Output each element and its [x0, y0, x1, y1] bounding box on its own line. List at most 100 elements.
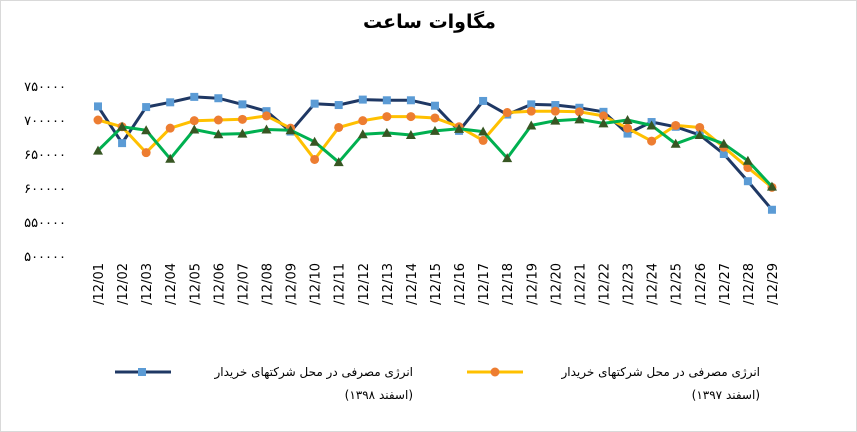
data-point — [478, 126, 489, 136]
data-point — [429, 125, 440, 135]
data-point — [334, 122, 344, 132]
data-point — [357, 129, 368, 139]
data-point — [550, 106, 560, 116]
x-tick-label: /12/07 — [236, 263, 251, 305]
data-point — [574, 114, 585, 124]
y-tick-label: ۶۰۰۰۰۰ — [24, 182, 66, 197]
data-point — [742, 155, 753, 165]
data-point — [551, 101, 560, 110]
data-point — [430, 101, 439, 110]
data-point — [381, 127, 392, 137]
data-point — [237, 114, 247, 124]
x-tick-label: /12/22 — [597, 263, 612, 305]
data-point — [767, 205, 776, 214]
x-tick-label: /12/21 — [573, 263, 588, 305]
x-tick-label: /12/27 — [718, 263, 733, 305]
data-point — [93, 145, 103, 155]
x-tick-label: /12/18 — [501, 263, 516, 305]
x-tick-label: /12/19 — [525, 263, 540, 305]
legend-swatch-1397 — [467, 367, 523, 377]
data-point — [550, 115, 561, 125]
x-tick-label: /12/05 — [188, 263, 203, 305]
x-tick-label: /12/06 — [212, 263, 227, 305]
legend-period-1397: (اسفند ۱۳۹۷) — [691, 388, 760, 402]
data-point — [93, 115, 103, 125]
x-tick-label: /12/16 — [453, 263, 468, 305]
x-tick-label: /12/08 — [260, 263, 275, 305]
data-point — [646, 120, 657, 130]
y-tick-label: ۵۰۰۰۰۰ — [24, 250, 66, 265]
data-point — [527, 100, 536, 109]
data-point — [502, 153, 513, 163]
data-point — [213, 115, 223, 125]
data-point — [189, 124, 200, 134]
data-point — [213, 129, 224, 139]
data-point — [694, 129, 705, 139]
x-tick-label: /12/24 — [646, 263, 661, 305]
data-point — [502, 108, 512, 118]
data-point — [333, 157, 344, 167]
data-point — [406, 112, 416, 122]
data-point — [526, 120, 537, 130]
data-point — [166, 98, 175, 107]
data-point — [141, 125, 152, 135]
data-point — [310, 154, 320, 164]
x-tick-label: /12/25 — [670, 263, 685, 305]
data-point — [94, 102, 102, 111]
data-point — [598, 111, 608, 121]
data-point — [670, 138, 681, 148]
data-point — [574, 107, 584, 117]
data-point — [238, 100, 247, 109]
data-point — [718, 138, 729, 148]
data-point — [671, 120, 681, 130]
x-tick-label: /12/12 — [357, 263, 372, 305]
y-tick-label: ۷۵۰۰۰۰ — [24, 80, 66, 95]
x-tick-label: /12/03 — [140, 263, 155, 305]
legend-item-1398: انرژی مصرفی در محل شرکتهای خریدار (اسفند… — [113, 365, 413, 402]
x-tick-label: /12/13 — [381, 263, 396, 305]
data-point — [719, 150, 728, 158]
x-tick-label: /12/29 — [766, 263, 781, 305]
x-tick-label: /12/14 — [405, 263, 420, 305]
chart-title: مگاوات ساعت — [363, 11, 496, 33]
data-point — [214, 94, 223, 103]
data-point — [478, 135, 488, 145]
data-point — [165, 123, 175, 133]
x-tick-label: /12/23 — [622, 263, 637, 305]
legend-item-1397: انرژی مصرفی در محل شرکتهای خریدار (اسفند… — [465, 365, 760, 402]
data-point — [526, 106, 536, 116]
legend-label-1398: انرژی مصرفی در محل شرکتهای خریدار — [214, 365, 413, 379]
data-point — [165, 153, 176, 163]
x-tick-label: /12/04 — [164, 263, 179, 305]
data-point — [309, 136, 320, 146]
y-tick-label: ۵۵۰۰۰۰ — [24, 216, 66, 231]
data-point — [406, 96, 415, 105]
data-point — [358, 116, 368, 126]
legend-swatch-1398 — [115, 368, 171, 376]
data-point — [261, 111, 271, 121]
x-tick-label: /12/26 — [694, 263, 709, 305]
data-point — [262, 107, 271, 116]
data-point — [358, 95, 367, 104]
data-point — [454, 123, 465, 133]
data-point — [479, 96, 488, 105]
data-point — [285, 125, 296, 135]
data-point — [743, 177, 752, 186]
data-point — [117, 121, 128, 131]
data-point — [623, 129, 632, 138]
x-tick-label: /12/17 — [477, 263, 492, 305]
y-tick-label: ۶۵۰۰۰۰ — [24, 148, 66, 163]
data-point — [118, 139, 127, 148]
x-tick-label: /12/11 — [333, 263, 348, 305]
legend-period-1398: (اسفند ۱۳۹۸) — [344, 388, 413, 402]
data-point — [189, 116, 199, 126]
x-tick-label: /12/28 — [742, 263, 757, 305]
data-point — [430, 113, 440, 123]
data-point — [141, 148, 151, 158]
data-point — [647, 136, 657, 146]
data-point — [310, 99, 319, 108]
data-point — [334, 101, 343, 110]
data-point — [766, 181, 777, 191]
